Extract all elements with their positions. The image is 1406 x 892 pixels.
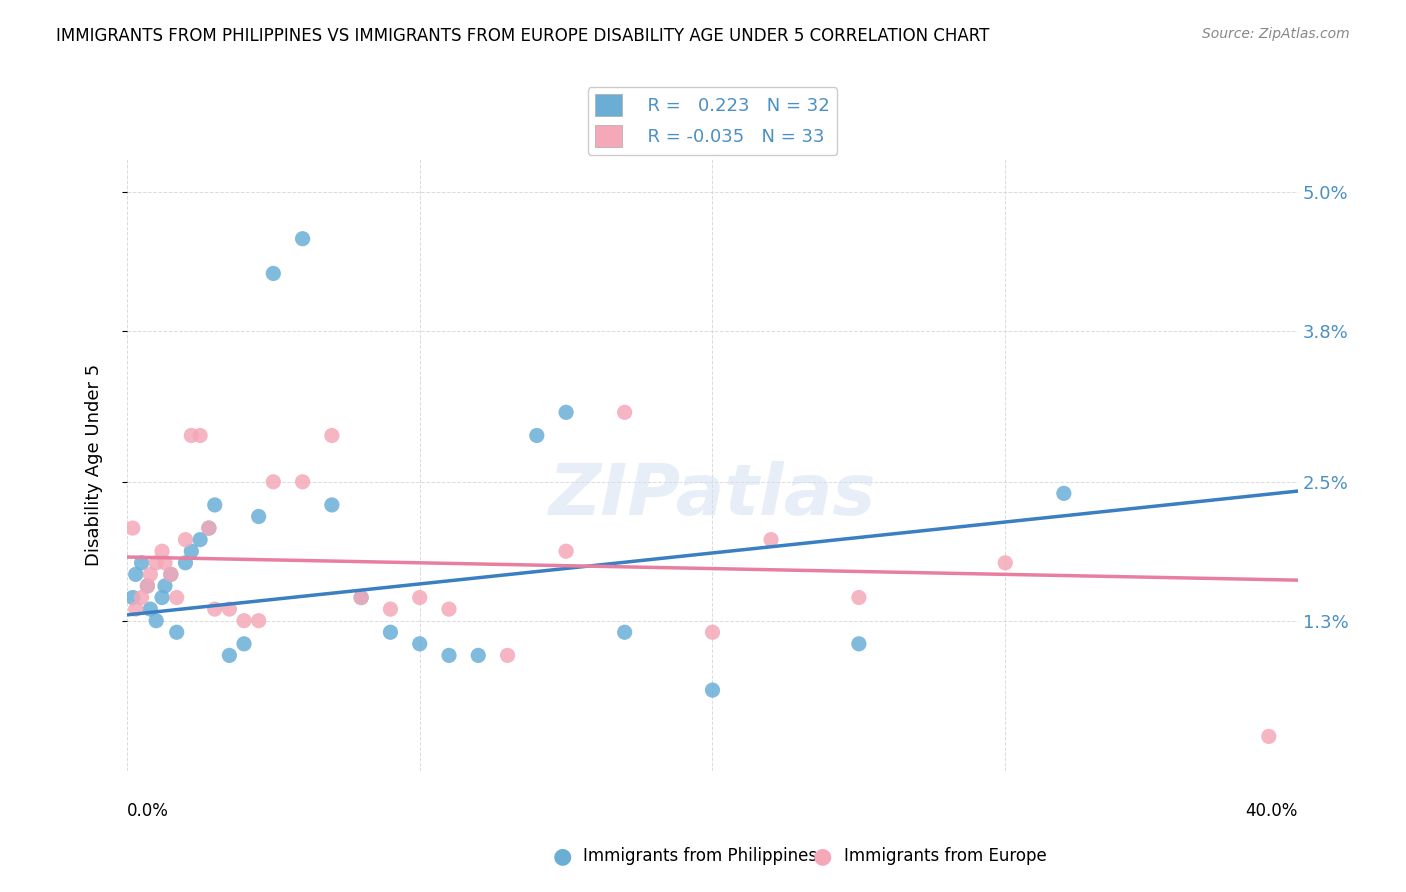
Point	[233, 637, 256, 651]
Point	[180, 544, 202, 558]
Point	[125, 567, 148, 582]
Y-axis label: Disability Age Under 5: Disability Age Under 5	[86, 363, 103, 566]
Point	[247, 509, 270, 524]
Point	[380, 625, 402, 640]
Point	[145, 556, 167, 570]
Text: IMMIGRANTS FROM PHILIPPINES VS IMMIGRANTS FROM EUROPE DISABILITY AGE UNDER 5 COR: IMMIGRANTS FROM PHILIPPINES VS IMMIGRANT…	[56, 27, 990, 45]
Point	[409, 637, 432, 651]
Point	[262, 475, 284, 489]
Point	[131, 556, 153, 570]
Point	[759, 533, 782, 547]
Point	[166, 591, 188, 605]
Point	[262, 267, 284, 281]
Legend:   R =   0.223   N = 32,   R = -0.035   N = 33: R = 0.223 N = 32, R = -0.035 N = 33	[588, 87, 838, 154]
Point	[188, 428, 211, 442]
Point	[218, 602, 240, 616]
Point	[136, 579, 159, 593]
Point	[131, 591, 153, 605]
Point	[139, 567, 162, 582]
Point	[204, 602, 226, 616]
Point	[174, 556, 197, 570]
Text: 0.0%: 0.0%	[127, 802, 169, 820]
Point	[160, 567, 183, 582]
Point	[150, 544, 173, 558]
Point	[848, 637, 870, 651]
Point	[198, 521, 221, 535]
Point	[180, 428, 202, 442]
Point	[153, 556, 176, 570]
Point	[437, 648, 460, 663]
Point	[160, 567, 183, 582]
Point	[380, 602, 402, 616]
Point	[1053, 486, 1076, 500]
Point	[1257, 730, 1279, 744]
Point	[702, 683, 724, 698]
Point	[121, 591, 143, 605]
Point	[153, 579, 176, 593]
Point	[613, 405, 636, 419]
Text: Immigrants from Europe: Immigrants from Europe	[844, 847, 1046, 865]
Point	[848, 591, 870, 605]
Point	[166, 625, 188, 640]
Text: Source: ZipAtlas.com: Source: ZipAtlas.com	[1202, 27, 1350, 41]
Point	[467, 648, 489, 663]
Point	[526, 428, 548, 442]
Point	[321, 498, 343, 512]
Point	[291, 475, 314, 489]
Point	[174, 533, 197, 547]
Point	[321, 428, 343, 442]
Point	[218, 648, 240, 663]
Point	[496, 648, 519, 663]
Point	[198, 521, 221, 535]
Point	[350, 591, 373, 605]
Point	[121, 521, 143, 535]
Point	[188, 533, 211, 547]
Text: Immigrants from Philippines: Immigrants from Philippines	[583, 847, 818, 865]
Point	[994, 556, 1017, 570]
Point	[555, 544, 578, 558]
Point	[150, 591, 173, 605]
Point	[437, 602, 460, 616]
Point	[555, 405, 578, 419]
Point	[139, 602, 162, 616]
Point	[204, 498, 226, 512]
Point	[145, 614, 167, 628]
Point	[350, 591, 373, 605]
Point	[136, 579, 159, 593]
Text: ●: ●	[553, 847, 572, 866]
Point	[291, 232, 314, 246]
Text: ZIPatlas: ZIPatlas	[548, 460, 876, 530]
Text: ●: ●	[813, 847, 832, 866]
Point	[247, 614, 270, 628]
Point	[613, 625, 636, 640]
Point	[702, 625, 724, 640]
Text: 40.0%: 40.0%	[1246, 802, 1298, 820]
Point	[409, 591, 432, 605]
Point	[233, 614, 256, 628]
Point	[125, 602, 148, 616]
